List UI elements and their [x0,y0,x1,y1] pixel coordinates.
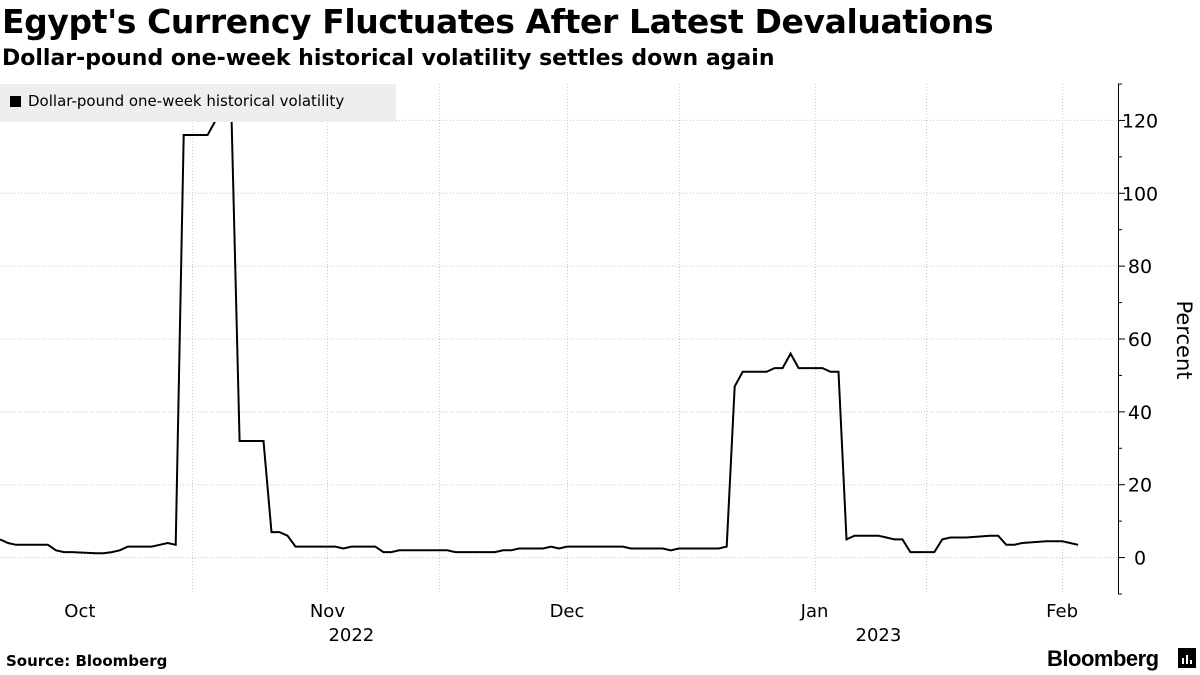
y-tick-label: 40 [1128,402,1152,424]
source-note: Source: Bloomberg [6,652,168,670]
bloomberg-terminal-icon [1178,648,1196,668]
x-tick-label: Nov [310,601,345,622]
x-tick-label: Jan [800,601,829,622]
bloomberg-logo: Bloomberg [1047,646,1159,671]
y-axis: 0 20 40 60 80 100 120 [1118,83,1158,595]
x-year-label: 2022 [328,625,374,646]
gridlines [0,84,1118,594]
chart-subtitle: Dollar-pound one-week historical volatil… [2,46,775,71]
x-axis: Oct Nov Dec Jan Feb 2022 2023 [64,601,1078,646]
y-tick-label: 0 [1134,548,1146,570]
x-tick-label: Feb [1046,601,1078,622]
legend-label: Dollar-pound one-week historical volatil… [28,92,345,110]
chart-title: Egypt's Currency Fluctuates After Latest… [2,2,994,41]
x-tick-label: Oct [64,601,95,622]
y-tick-label: 80 [1128,256,1152,278]
series-line [0,119,1079,555]
y-tick-label: 20 [1128,475,1152,497]
y-tick-label: 100 [1122,183,1158,205]
legend [0,84,396,122]
y-tick-label: 60 [1128,329,1152,351]
series-layer [0,119,1079,555]
y-tick-label: 120 [1122,110,1158,132]
legend-swatch [10,96,21,107]
y-axis-label: Percent [1172,300,1196,379]
x-tick-label: Dec [550,601,585,622]
x-year-label: 2023 [856,625,902,646]
